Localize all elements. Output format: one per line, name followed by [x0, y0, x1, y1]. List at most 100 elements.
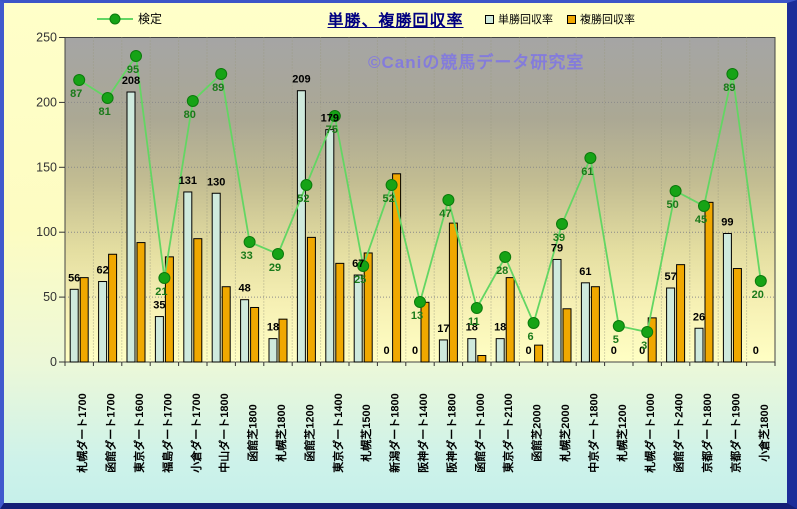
bar-value-label: 67	[352, 258, 364, 270]
line-value-label: 80	[184, 109, 196, 121]
bar-tansho	[694, 327, 704, 363]
bar-value-label: 57	[664, 271, 676, 283]
bar-value-label: 209	[292, 74, 310, 86]
kentei-marker	[669, 185, 682, 197]
bar-value-label: 17	[437, 323, 449, 335]
tansho-swatch-icon	[485, 14, 494, 24]
line-value-label: 75	[326, 124, 338, 136]
bar-tansho	[296, 90, 306, 363]
line-value-label: 39	[553, 232, 565, 244]
bar-tansho	[98, 281, 108, 363]
bar-tansho	[467, 338, 477, 363]
bar-tansho	[495, 338, 505, 363]
category-label: 中山ダート1800	[217, 393, 231, 472]
legend-item-tansho: 単勝回収率	[485, 11, 553, 27]
kentei-marker	[357, 260, 370, 272]
bar-fukusho	[534, 344, 544, 363]
category-label: 札幌芝1800	[274, 404, 288, 462]
y-axis-label: 100	[36, 225, 57, 239]
line-value-label: 47	[439, 208, 451, 220]
bar-value-label: 48	[238, 283, 250, 295]
kentei-marker	[754, 275, 767, 287]
bar-fukusho	[193, 238, 203, 363]
y-axis-label: 200	[36, 95, 57, 109]
bar-tansho	[240, 299, 250, 363]
line-value-label: 52	[382, 193, 394, 205]
kentei-marker	[130, 50, 142, 62]
bar-value-label: 130	[207, 176, 225, 188]
y-axis-label: 150	[36, 160, 57, 174]
kentei-marker	[300, 179, 313, 191]
category-label: 阪神ダート1400	[416, 393, 430, 472]
bar-value-label: 18	[494, 322, 506, 334]
bar-value-label: 0	[611, 345, 617, 357]
legend-bars: 単勝回収率 複勝回収率	[485, 11, 635, 27]
line-value-label: 13	[411, 310, 423, 322]
line-value-label: 50	[666, 199, 678, 211]
category-label: 函館ダート1700	[104, 393, 118, 472]
category-label: 札幌ダート1700	[75, 393, 89, 473]
kentei-line-marker-icon	[97, 13, 133, 24]
bar-tansho	[353, 274, 363, 363]
kentei-marker	[243, 236, 256, 248]
bar-tansho	[666, 287, 676, 363]
bar-tansho	[154, 316, 164, 363]
bar-fukusho	[647, 317, 657, 363]
kentei-marker	[186, 95, 199, 107]
kentei-marker	[73, 74, 86, 86]
bar-tansho	[552, 258, 562, 363]
bar-value-label: 0	[526, 345, 532, 357]
category-label: 函館芝2000	[530, 404, 544, 461]
kentei-marker	[641, 326, 654, 338]
bar-fukusho	[278, 318, 288, 363]
kentei-marker	[698, 200, 710, 212]
bar-value-label: 56	[68, 272, 80, 284]
bar-value-label: 0	[753, 345, 759, 357]
line-value-label: 20	[752, 289, 764, 301]
bar-value-label: 0	[412, 345, 418, 357]
bar-value-label: 99	[721, 216, 733, 228]
bar-value-label: 0	[639, 345, 645, 357]
bar-value-label: 62	[96, 265, 108, 277]
category-label: 札幌芝1500	[359, 404, 373, 462]
line-value-label: 81	[98, 106, 110, 118]
bar-tansho	[722, 232, 732, 363]
bar-fukusho	[250, 306, 260, 363]
line-value-label: 11	[468, 316, 480, 328]
kentei-marker	[328, 110, 341, 122]
kentei-marker	[385, 179, 398, 191]
category-label: 札幌芝2000	[558, 404, 572, 462]
legend-tansho-label: 単勝回収率	[498, 14, 553, 26]
line-value-label: 33	[240, 250, 252, 262]
bar-fukusho	[676, 264, 686, 363]
bar-tansho	[325, 129, 335, 363]
category-label: 函館芝1200	[302, 404, 316, 461]
kentei-marker	[470, 302, 483, 314]
category-label: 新潟ダート1800	[388, 393, 402, 472]
kentei-marker	[499, 251, 512, 263]
line-value-label: 21	[155, 286, 167, 298]
line-value-label: 45	[695, 214, 707, 226]
line-value-label: 5	[613, 334, 619, 346]
line-value-label: 95	[127, 64, 139, 76]
category-label: 京都ダート1900	[728, 393, 742, 472]
kentei-marker	[414, 296, 426, 308]
bar-fukusho	[136, 242, 146, 363]
bar-fukusho	[505, 277, 515, 363]
bar-value-label: 61	[579, 266, 591, 278]
bar-fukusho	[392, 173, 402, 363]
y-axis-label: 0	[50, 355, 57, 369]
bar-fukusho	[164, 256, 174, 363]
bar-fukusho	[590, 286, 600, 363]
category-label: 京都ダート1800	[700, 393, 714, 472]
category-label: 小倉ダート1700	[189, 393, 203, 473]
bar-tansho	[580, 282, 590, 363]
bar-fukusho	[108, 253, 118, 363]
kentei-marker	[442, 194, 455, 206]
y-axis-label: 50	[43, 290, 57, 304]
line-value-label: 28	[496, 265, 508, 277]
kentei-marker	[215, 68, 228, 80]
bar-fukusho	[448, 222, 458, 363]
kentei-marker	[556, 218, 568, 230]
line-value-label: 89	[212, 82, 224, 94]
